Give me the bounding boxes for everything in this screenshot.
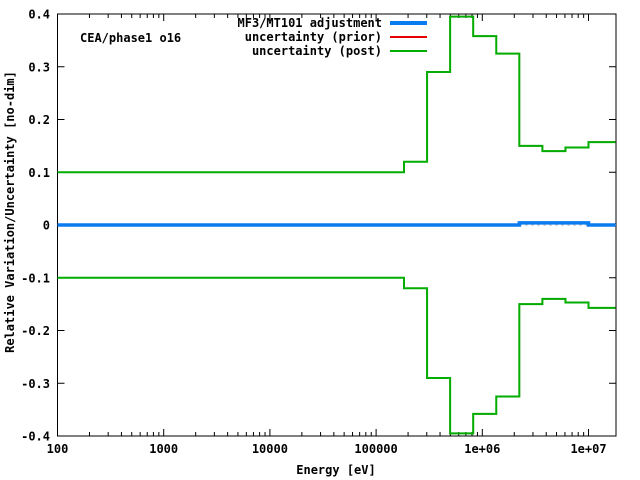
- x-tick-label: 10000: [252, 442, 288, 456]
- y-tick-label: 0.3: [28, 60, 50, 74]
- y-tick-label: 0.2: [28, 113, 50, 127]
- legend-item: uncertainty (post): [238, 44, 427, 58]
- y-tick-label: 0.1: [28, 166, 50, 180]
- y-tick-label: -0.4: [21, 430, 50, 444]
- series-mf3-mt101-adjustment: [57, 221, 616, 227]
- legend-item: uncertainty (prior): [238, 30, 427, 44]
- x-axis-title: Energy [eV]: [296, 463, 376, 477]
- legend-label: uncertainty (post): [251, 44, 382, 58]
- x-tick-label: 100: [47, 442, 69, 456]
- series-uncertainty-post-lower: [57, 276, 616, 435]
- x-tick-label: 1000: [149, 442, 178, 456]
- y-tick-label: 0.4: [28, 8, 50, 22]
- y-axis-title: Relative Variation/Uncertainty [no-dim]: [3, 71, 17, 353]
- legend: MF3/MT101 adjustment uncertainty (prior) u…: [237, 16, 427, 58]
- x-tick-label: 1e+06: [464, 442, 500, 456]
- plot-annotation: CEA/phase1 o16: [80, 31, 182, 45]
- legend-label: MF3/MT101 adjustment: [237, 16, 383, 30]
- legend-line-sample: [390, 50, 427, 52]
- legend-line-sample: [390, 36, 427, 38]
- y-tick-label: -0.3: [21, 377, 50, 391]
- y-tick-label: -0.1: [21, 271, 50, 285]
- y-tick-label: 0: [43, 219, 50, 233]
- series-uncertainty-prior-lower: [57, 277, 616, 435]
- x-tick-label: 100000: [354, 442, 397, 456]
- y-tick-label: -0.2: [21, 324, 50, 338]
- legend-line-sample: [390, 21, 427, 25]
- legend-item: MF3/MT101 adjustment: [237, 16, 427, 30]
- x-tick-label: 1e+07: [570, 442, 606, 456]
- series-uncertainty-post-upper: [57, 15, 616, 174]
- legend-label: uncertainty (prior): [244, 30, 382, 44]
